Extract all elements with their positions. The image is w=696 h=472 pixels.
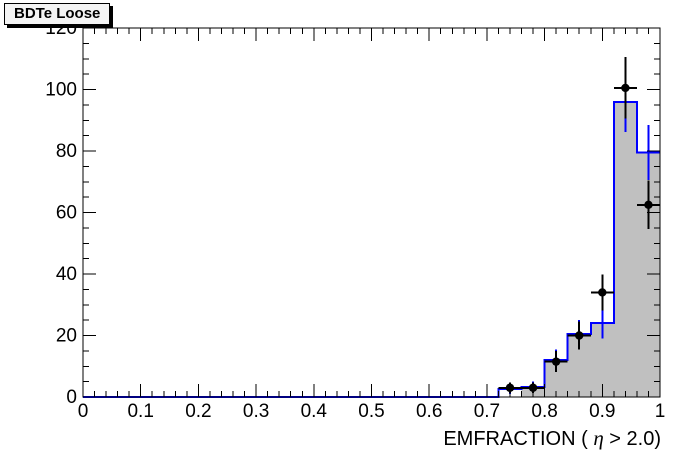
y-axis-tick-label: 20 (56, 326, 77, 347)
x-axis-tick-label: 0.7 (474, 401, 500, 422)
x-axis-tick-label: 0.9 (589, 401, 615, 422)
x-axis-tick-label: 1 (655, 401, 666, 422)
x-axis-title-text: EMFRACTION ( (443, 428, 593, 450)
y-axis-tick-label: 80 (56, 141, 77, 162)
x-axis-tick-label: 0.3 (243, 401, 269, 422)
data-point-marker (551, 357, 561, 366)
x-axis-tick-label: 0.8 (531, 401, 557, 422)
x-axis-title: EMFRACTION ( η > 2.0) (443, 426, 661, 450)
title-box-label: BDTe Loose (14, 5, 101, 22)
x-axis-tick-label: 0.1 (127, 401, 153, 422)
data-point-marker (528, 383, 538, 392)
data-point-marker (598, 288, 607, 297)
y-axis-tick-label: 40 (56, 264, 77, 285)
x-axis-tick-label: 0 (78, 401, 89, 422)
x-axis-tick-label: 0.5 (358, 401, 384, 422)
y-axis-tick-label: 60 (56, 203, 77, 224)
data-point-marker (621, 83, 630, 93)
data-point-marker (505, 383, 515, 392)
x-axis-tick-label: 0.2 (185, 401, 211, 422)
x-axis-title-text: > 2.0) (604, 428, 661, 450)
title-box: BDTe Loose (4, 3, 111, 25)
filled-histogram (521, 101, 660, 398)
data-point-marker (644, 200, 653, 210)
y-axis-tick-label: 0 (66, 387, 77, 408)
x-axis-title-eta: η (593, 426, 603, 450)
y-axis-tick-label: 100 (45, 80, 77, 101)
x-axis-tick-label: 0.6 (416, 401, 442, 422)
data-point-marker (575, 331, 584, 340)
x-axis-tick-label: 0.4 (301, 401, 328, 422)
plot-frame-bg (83, 28, 660, 397)
